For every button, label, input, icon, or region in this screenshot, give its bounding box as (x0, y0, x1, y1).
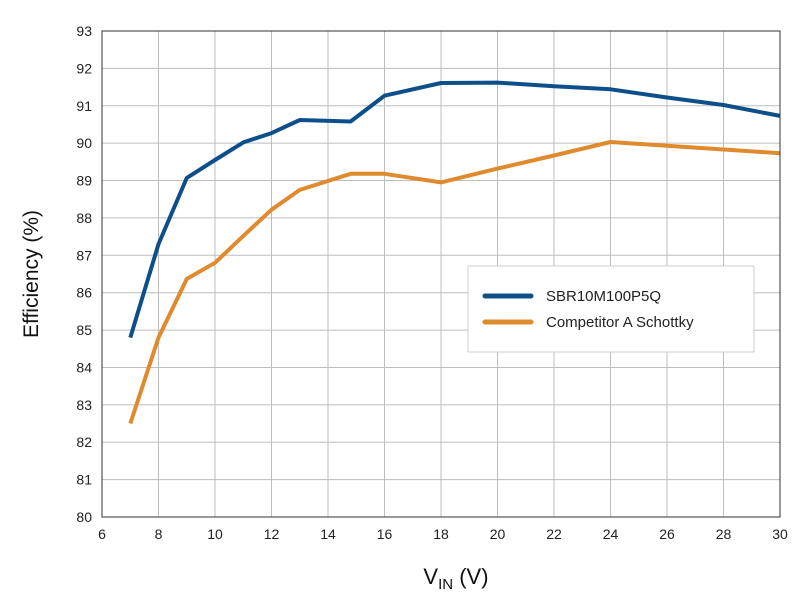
legend-box (467, 265, 755, 353)
tick-labels: 6 8 10 12 14 16 18 20 22 24 26 28 30 80 81 82 83 84 85 86 87… (76, 23, 788, 542)
y-tick-label: 85 (76, 322, 92, 338)
x-axis-title-main: V (423, 564, 438, 589)
y-tick-label: 89 (76, 173, 92, 189)
x-axis-title: VIN (V) (423, 564, 488, 593)
x-tick-label: 26 (659, 526, 675, 542)
y-tick-label: 84 (76, 359, 92, 375)
y-tick-label: 88 (76, 210, 92, 226)
x-tick-label: 28 (716, 526, 732, 542)
x-axis-title-subscript: IN (438, 576, 453, 593)
series-layer (128, 80, 781, 425)
y-tick-label: 93 (76, 23, 92, 39)
x-tick-label: 14 (320, 526, 336, 542)
y-axis-title: Efficiency (%) (20, 210, 43, 338)
x-tick-label: 10 (207, 526, 223, 542)
x-tick-label: 8 (155, 526, 163, 542)
y-tick-label: 81 (76, 472, 92, 488)
x-tick-label: 16 (377, 526, 393, 542)
y-tick-label: 92 (76, 60, 92, 76)
y-tick-label: 90 (76, 135, 92, 151)
legend: SBR10M100P5Q Competitor A Schottky (467, 265, 755, 353)
legend-label-competitor-a: Competitor A Schottky (546, 314, 694, 331)
y-tick-label: 83 (76, 397, 92, 413)
plot-frame (101, 30, 781, 518)
x-axis-title-unit: (V) (453, 564, 488, 589)
y-tick-label: 80 (76, 509, 92, 525)
x-tick-label: 6 (98, 526, 106, 542)
x-tick-label: 18 (433, 526, 449, 542)
y-tick-label: 82 (76, 434, 92, 450)
legend-label-sbr10m100p5q: SBR10M100P5Q (546, 288, 661, 305)
x-tick-label: 22 (546, 526, 562, 542)
y-tick-label: 87 (76, 247, 92, 263)
series-line-competitor-a-schottky (128, 140, 781, 425)
series-line-sbr10m100p5q (128, 80, 781, 339)
y-tick-label: 91 (76, 98, 92, 114)
x-tick-label: 20 (490, 526, 506, 542)
y-tick-label: 86 (76, 285, 92, 301)
x-tick-label: 30 (772, 526, 788, 542)
x-tick-label: 24 (603, 526, 619, 542)
x-tick-label: 12 (264, 526, 280, 542)
